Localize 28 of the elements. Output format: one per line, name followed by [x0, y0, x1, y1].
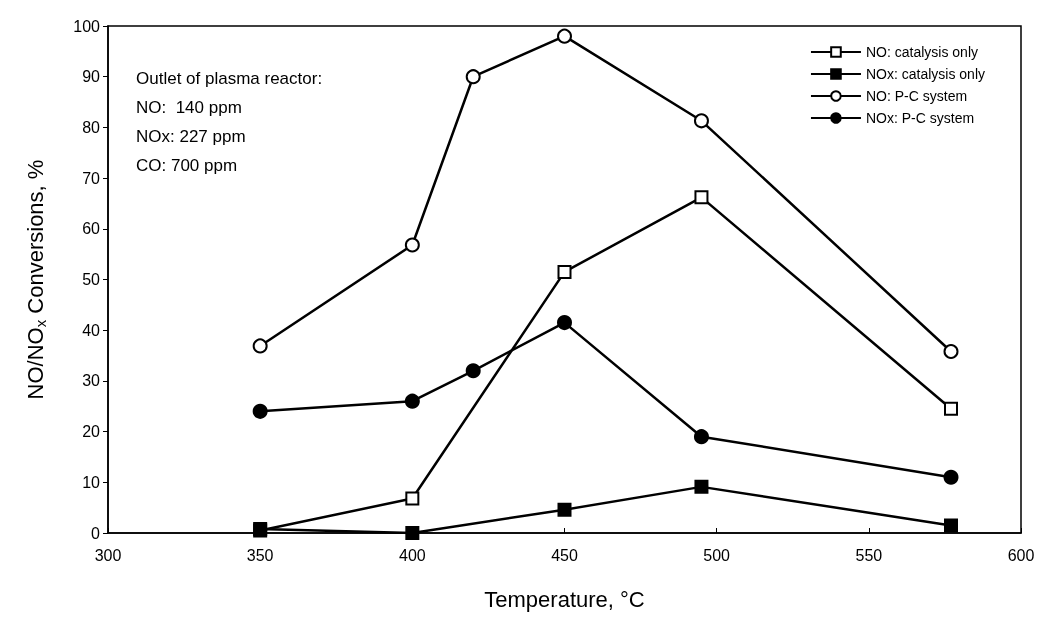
x-tick-label: 500	[703, 546, 731, 564]
x-tick-label: 600	[1007, 546, 1035, 564]
y-tick-label: 80	[82, 118, 101, 136]
x-tick-label: 300	[94, 546, 122, 564]
y-tick-label: 40	[82, 321, 101, 339]
legend-label: NOx: P-C system	[865, 110, 975, 126]
x-tick-label: 450	[551, 546, 578, 564]
y-axis-title: NO/NOx Conversions, %	[23, 159, 49, 400]
y-tick-label: 90	[82, 68, 101, 86]
x-axis-title: Temperature, °C	[484, 586, 645, 612]
y-tick-label: 60	[82, 220, 101, 238]
y-tick-label: 20	[82, 423, 101, 441]
x-tick-label: 400	[398, 546, 426, 564]
y-tick-label: 30	[82, 372, 101, 390]
annotation: NOx: 227 ppm	[136, 127, 246, 146]
x-tick-label: 550	[855, 546, 883, 564]
annotation: CO: 700 ppm	[136, 156, 238, 175]
legend-label: NO: catalysis only	[865, 44, 979, 60]
annotation: Outlet of plasma reactor:	[136, 69, 323, 88]
y-tick-label: 70	[82, 169, 101, 187]
legend-label: NOx: catalysis only	[865, 66, 986, 82]
x-tick-label: 350	[246, 546, 274, 564]
y-tick-label: 100	[73, 17, 101, 35]
annotation: NO: 140 ppm	[136, 98, 242, 117]
y-tick-label: 10	[82, 473, 101, 491]
legend-label: NO: P-C system	[865, 88, 968, 104]
y-tick-label: 50	[82, 271, 101, 288]
y-tick-label: 0	[91, 524, 101, 542]
